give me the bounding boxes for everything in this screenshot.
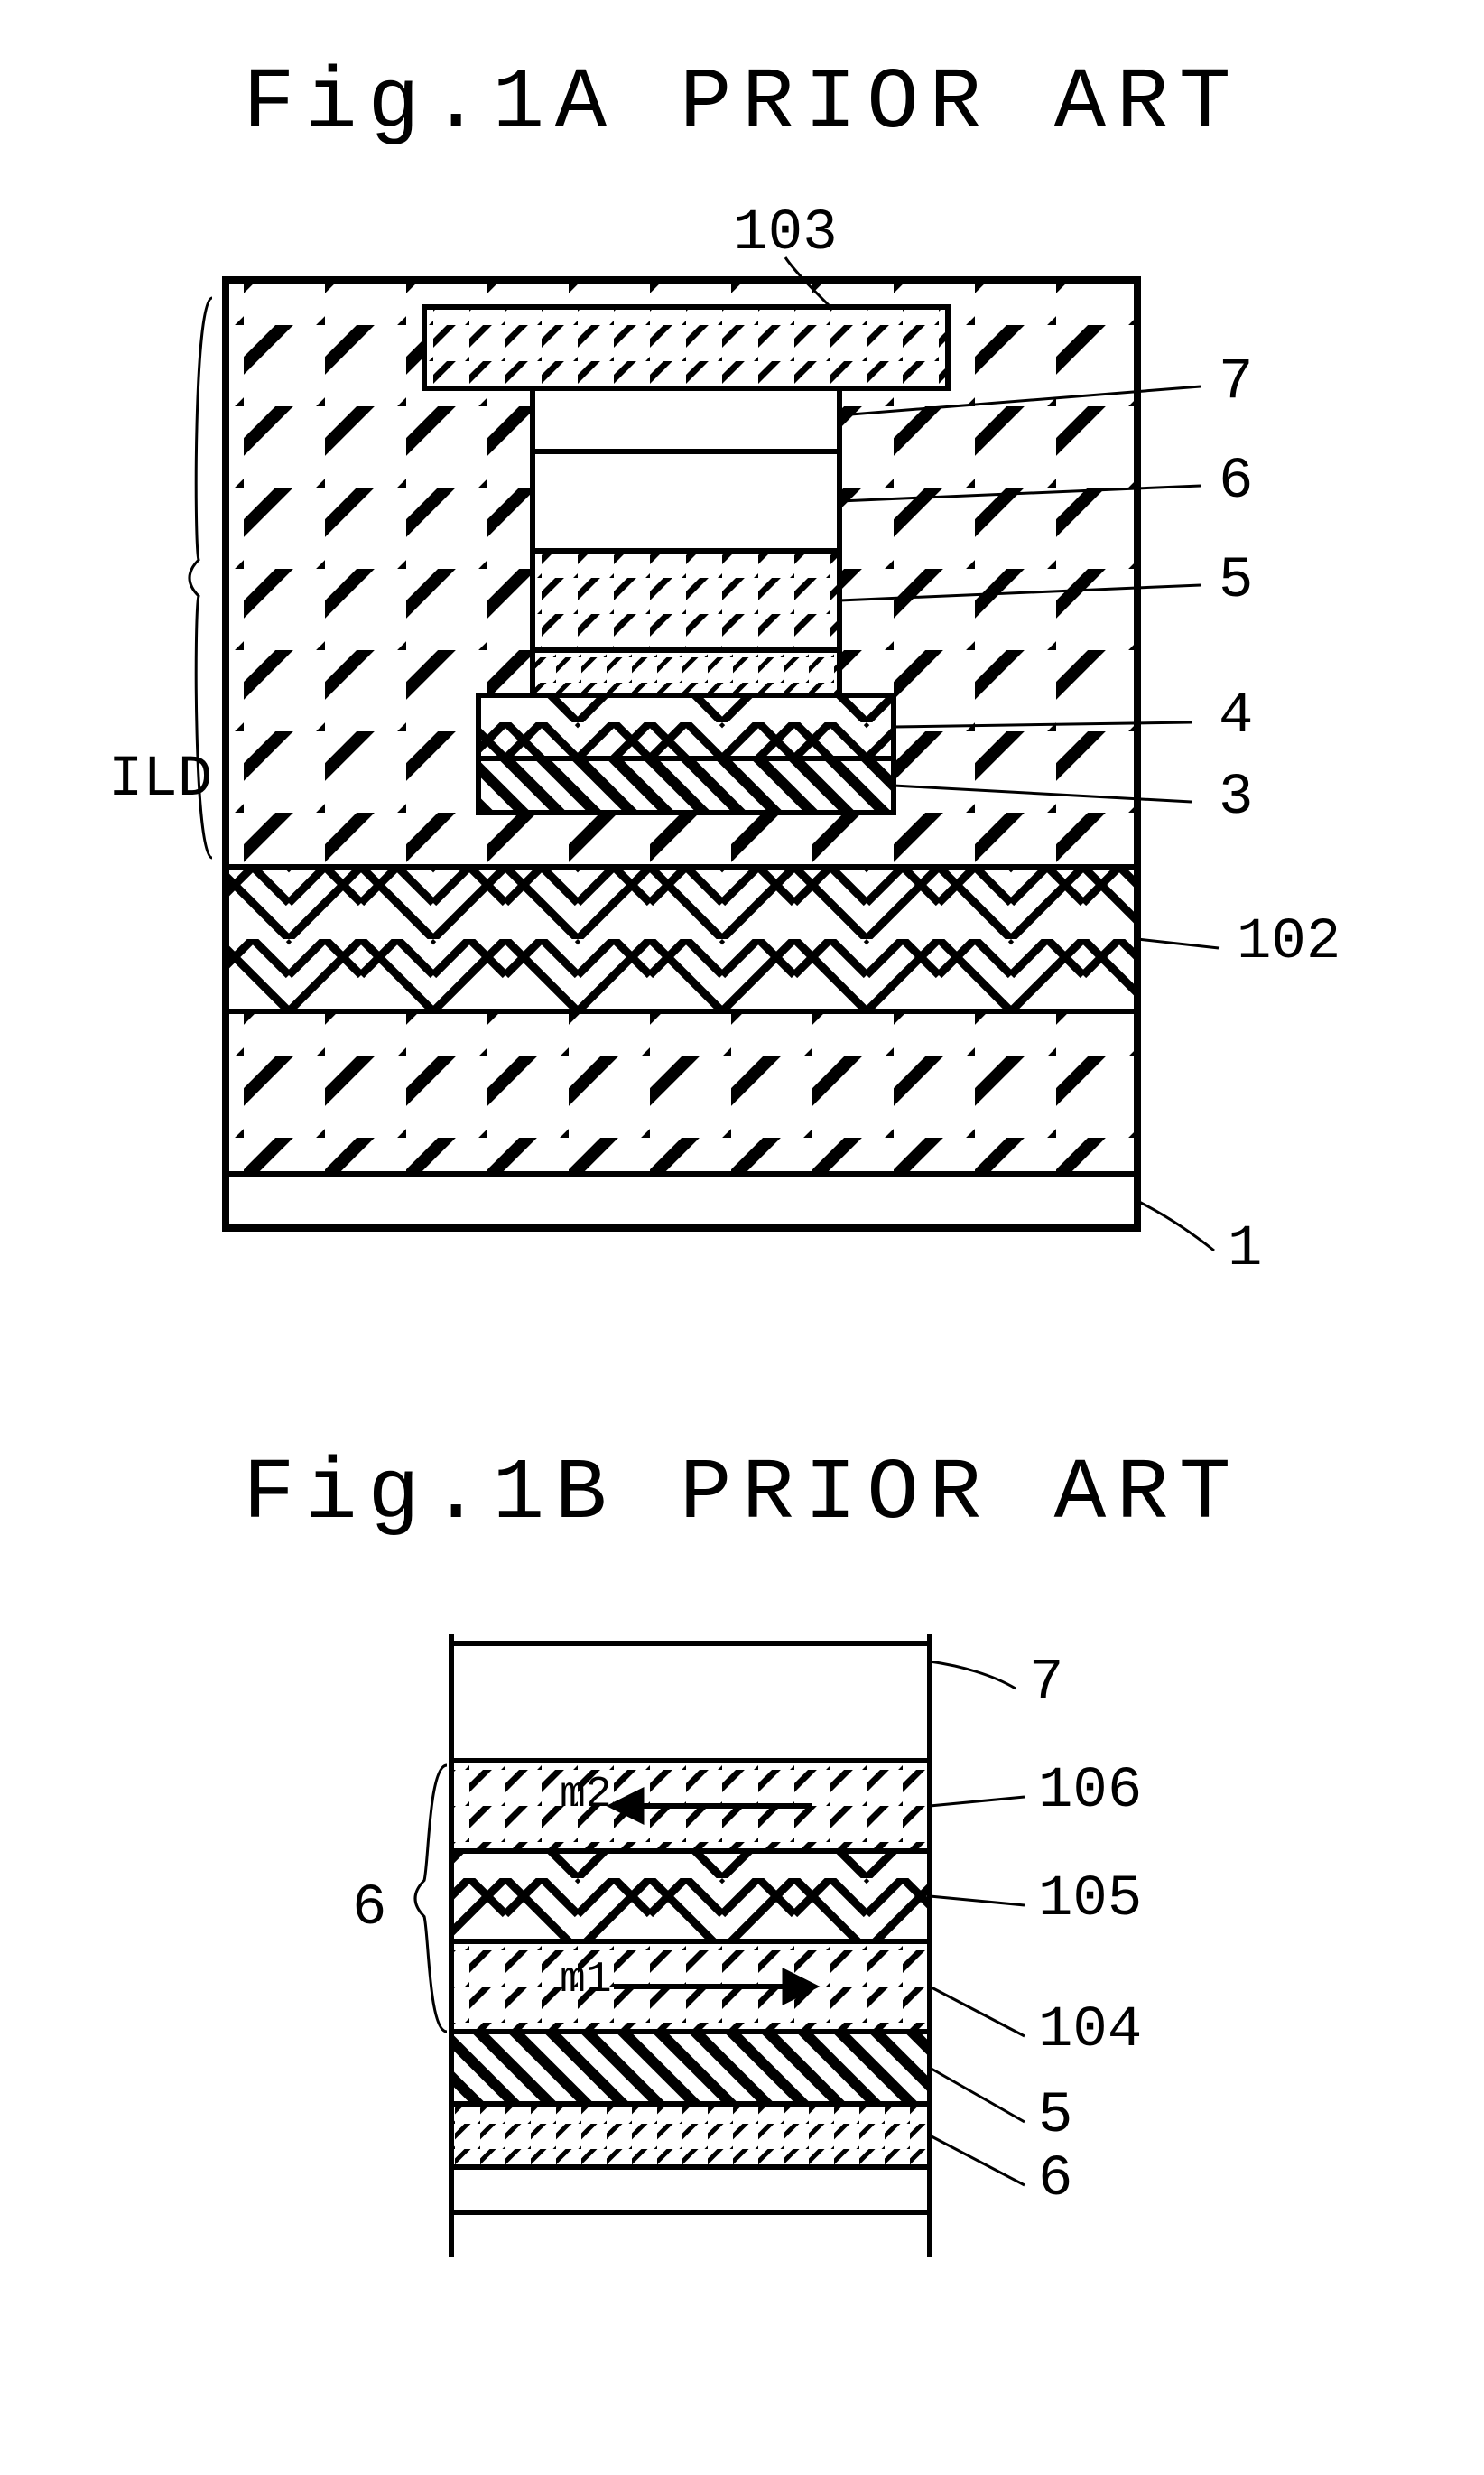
figB-title: Fig.1B PRIOR ART (243, 1445, 1241, 1543)
figB-label-7: 7 (1029, 1651, 1063, 1716)
figB-label-5-leader (930, 2068, 1025, 2122)
figA-layer-1 (226, 1174, 1137, 1228)
figA-label-6: 6 (1219, 450, 1253, 515)
figA-label-ILD: ILD (108, 748, 212, 813)
figB-top-blank (451, 1643, 930, 1761)
figB-label-6b: 6 (1038, 2147, 1072, 2212)
figB-label-106-leader (930, 1797, 1025, 1806)
figB-label-6brace: 6 (352, 1876, 386, 1941)
figA-layer-5-lo (533, 650, 839, 695)
figA-layer-4 (478, 695, 894, 758)
figB-label-6b-leader (930, 2135, 1025, 2185)
figB-label-7-leader (930, 1661, 1016, 1689)
figA-label-102: 102 (1237, 910, 1340, 975)
figB-m2-label: m2 (560, 1771, 612, 1819)
figA-label-102-leader (1137, 939, 1219, 948)
figB-m1-label: m1 (560, 1956, 612, 2005)
figA-label-3: 3 (1219, 766, 1253, 831)
figB-label-104: 104 (1038, 1998, 1142, 2063)
figB-bot-blank (451, 2167, 930, 2212)
figB-label-105-leader (930, 1896, 1025, 1905)
figA-label-7: 7 (1219, 350, 1253, 415)
figA-layer-7-gap (533, 388, 839, 451)
figB-label-106: 106 (1038, 1759, 1142, 1824)
figA-label-5: 5 (1219, 549, 1253, 614)
figB-layer-5 (451, 2032, 930, 2104)
figA-ild-bottom (226, 1011, 1137, 1174)
figB-layer-6 (451, 2104, 930, 2167)
figA-layer-103 (424, 307, 948, 388)
figA-label-1: 1 (1228, 1217, 1262, 1282)
figB-label-105: 105 (1038, 1867, 1142, 1932)
figA-layer-3 (478, 758, 894, 813)
figB-label-5: 5 (1038, 2084, 1072, 2149)
figB-label-6brace-brace (415, 1765, 447, 2032)
figA-label-1-leader (1137, 1201, 1214, 1251)
figA-layer-5-hi (533, 551, 839, 650)
figA-label-4: 4 (1219, 684, 1253, 749)
figB-layer-105 (451, 1851, 930, 1941)
figA-label-103: 103 (733, 201, 837, 266)
figA-layer-102 (226, 867, 1137, 1011)
figA-layer-6 (533, 451, 839, 551)
figB-label-104-leader (930, 1987, 1025, 2036)
figA-title: Fig.1A PRIOR ART (243, 54, 1241, 153)
